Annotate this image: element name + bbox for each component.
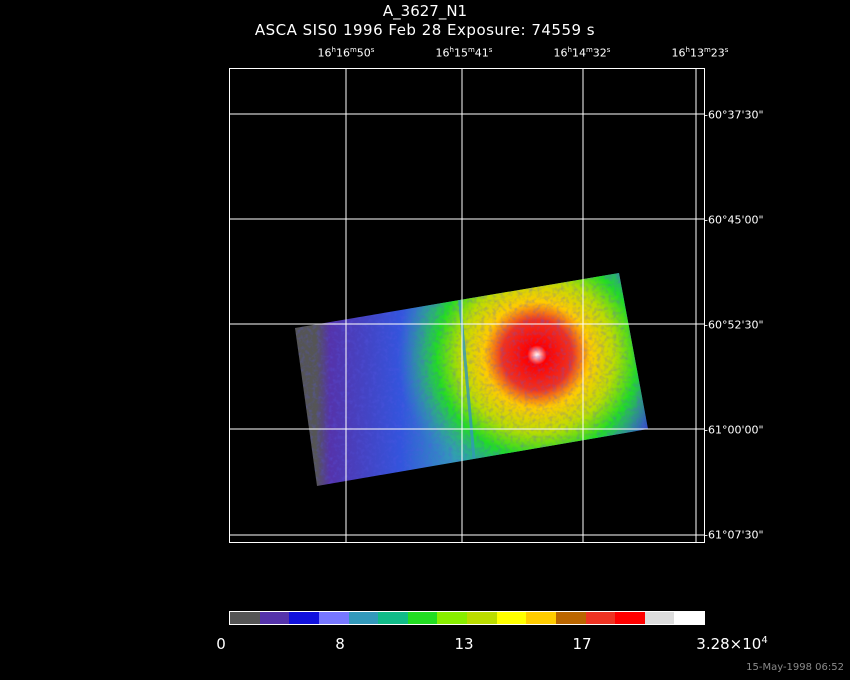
- dec-label-5: -61°07'30": [704, 528, 764, 542]
- colorbar-segment-5: [378, 612, 408, 624]
- colorbar-segment-6: [407, 612, 438, 624]
- colorbar-segment-3: [318, 612, 349, 624]
- dec-label-1: -60°37'30": [704, 108, 764, 122]
- colorbar-tick-0: 0: [216, 635, 226, 653]
- colorbar-segment-14: [644, 612, 675, 624]
- ra-label-3: 16h14m32s: [553, 46, 611, 60]
- sky-image-plot: [229, 68, 705, 543]
- colorbar-tick-1: 8: [335, 635, 345, 653]
- dec-label-2: -60°45'00": [704, 213, 764, 227]
- ra-label-2: 16h15m41s: [435, 46, 493, 60]
- colorbar-segment-2: [289, 612, 319, 624]
- colorbar-max-label: 3.28×104: [696, 635, 768, 653]
- colorbar: [229, 611, 705, 625]
- colorbar-segment-12: [585, 612, 616, 624]
- ra-label-4: 16h13m23s: [671, 46, 729, 60]
- dec-label-4: -61°00'00": [704, 423, 764, 437]
- colorbar-segment-0: [230, 612, 260, 624]
- colorbar-segment-11: [555, 612, 586, 624]
- colorbar-tick-2: 13: [454, 635, 474, 653]
- colorbar-segment-13: [615, 612, 645, 624]
- ra-label-1: 16h16m50s: [317, 46, 375, 60]
- image-title: A_3627_N1: [382, 2, 468, 20]
- colorbar-segment-10: [526, 612, 556, 624]
- colorbar-segment-9: [496, 612, 527, 624]
- colorbar-segment-7: [437, 612, 467, 624]
- colorbar-segment-15: [674, 612, 704, 624]
- colorbar-segment-8: [467, 612, 497, 624]
- colorbar-tick-3: 17: [572, 635, 592, 653]
- observation-info: ASCA SIS0 1996 Feb 28 Exposure: 74559 s: [254, 21, 596, 39]
- colorbar-segment-1: [259, 612, 290, 624]
- timestamp: 15-May-1998 06:52: [746, 662, 844, 673]
- detector-image: [295, 273, 648, 486]
- colorbar-segment-4: [348, 612, 379, 624]
- dec-label-3: -60°52'30": [704, 318, 764, 332]
- coordinate-grid: [229, 68, 705, 543]
